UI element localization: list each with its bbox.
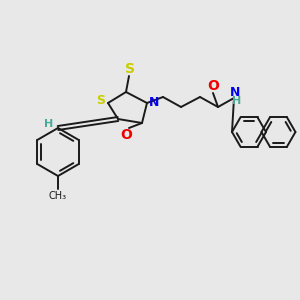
Text: O: O <box>207 79 219 93</box>
Text: H: H <box>44 119 54 129</box>
Text: O: O <box>120 128 132 142</box>
Text: H: H <box>232 96 242 106</box>
Text: S: S <box>125 62 135 76</box>
Text: CH₃: CH₃ <box>49 191 67 201</box>
Text: N: N <box>149 95 159 109</box>
Text: S: S <box>97 94 106 106</box>
Text: N: N <box>230 85 240 98</box>
